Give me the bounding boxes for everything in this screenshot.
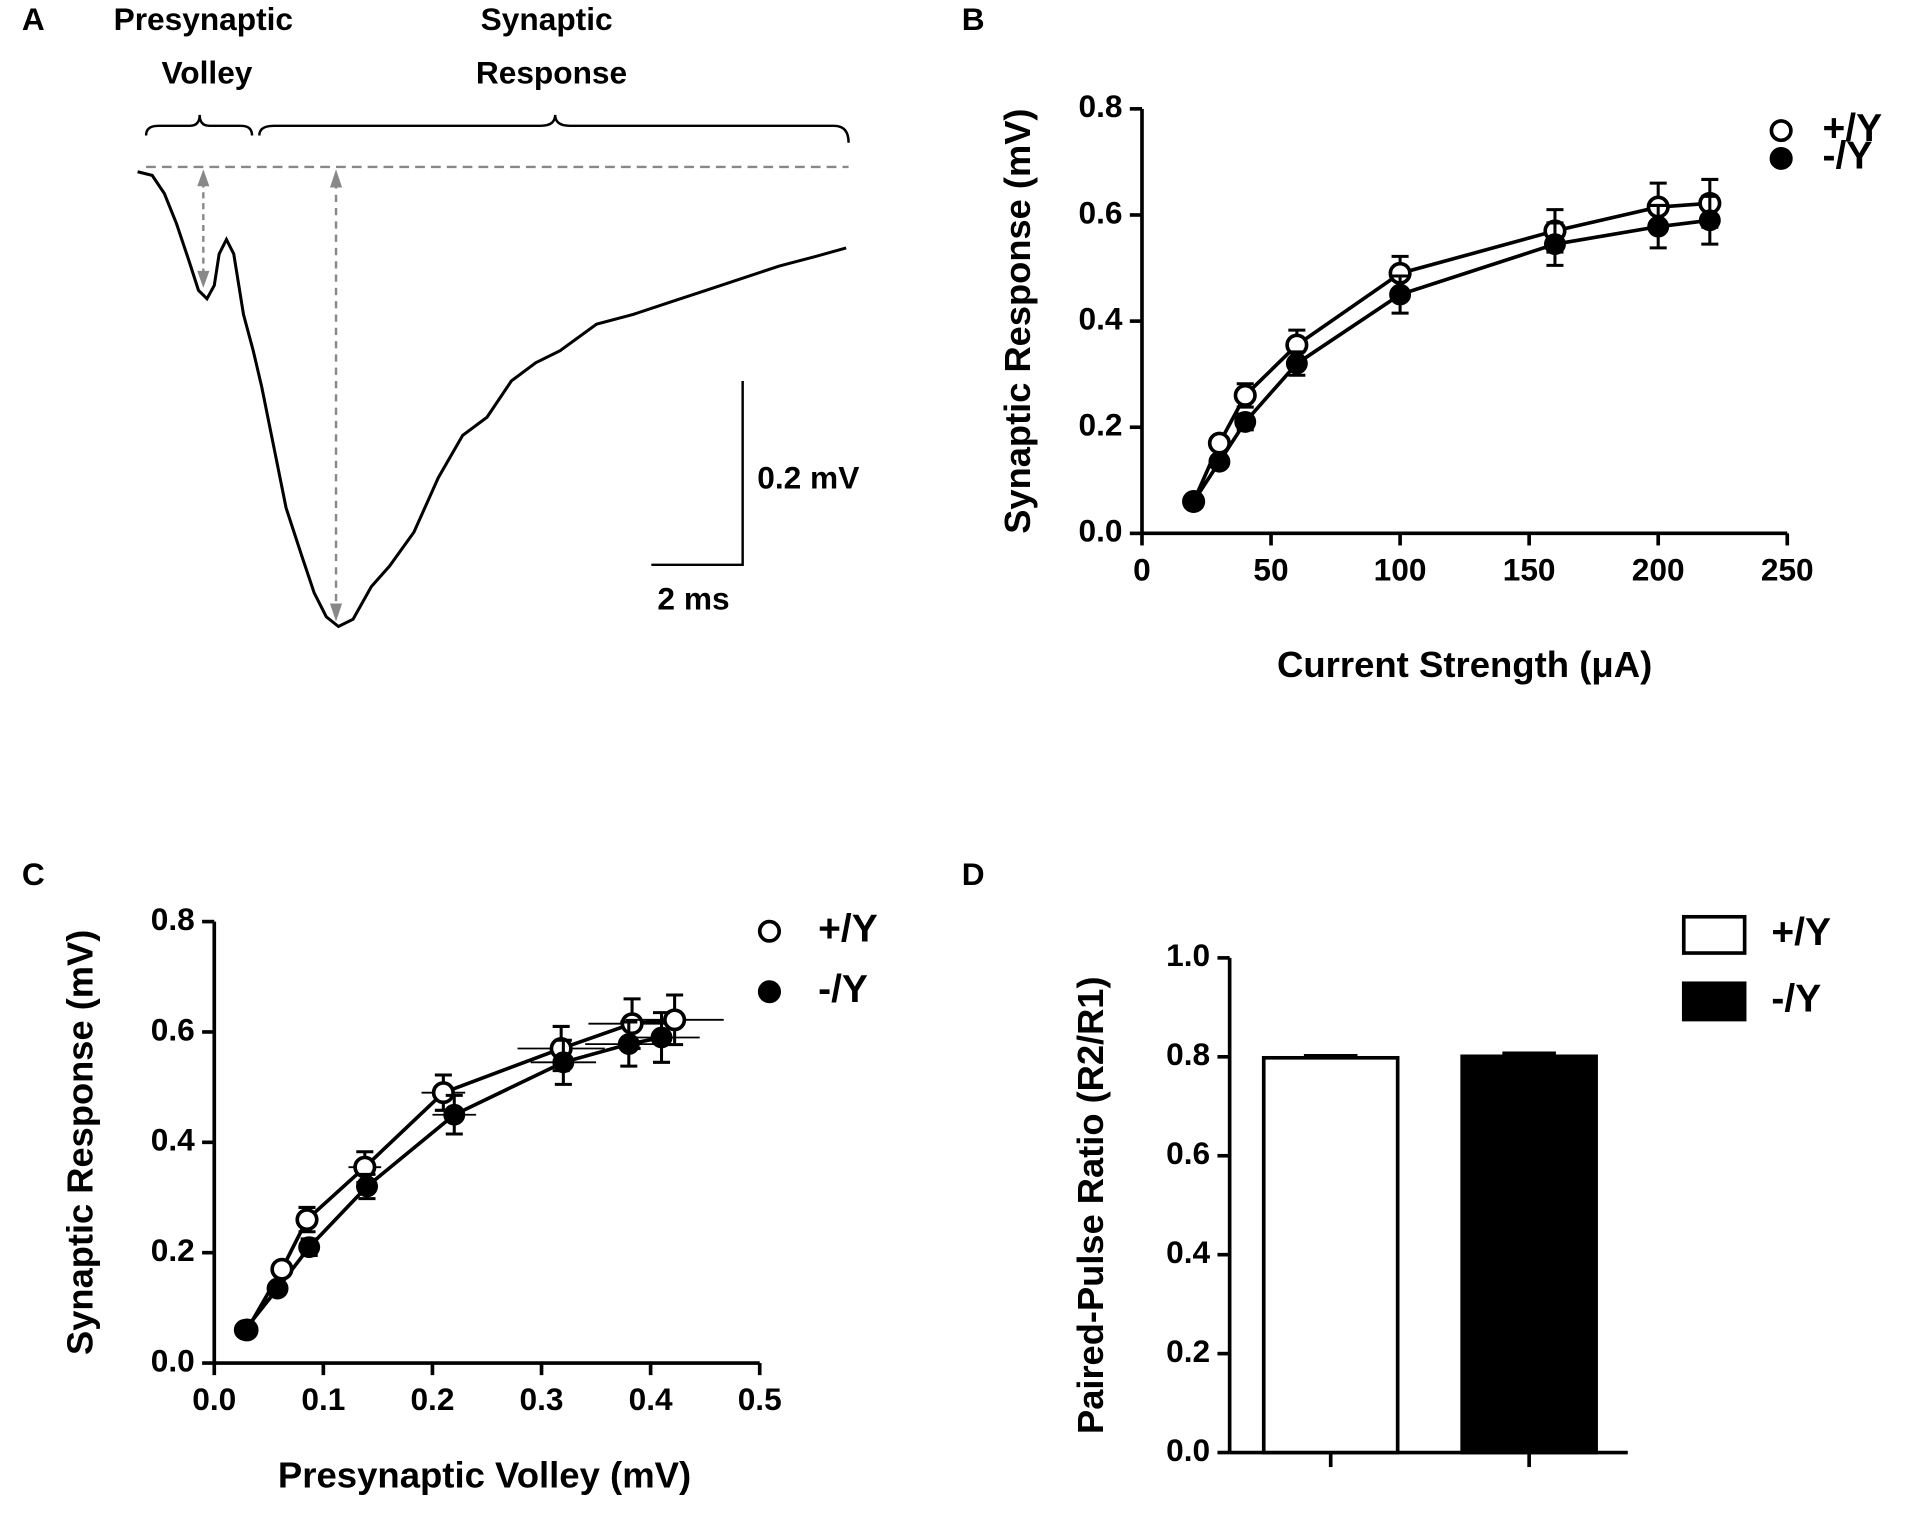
point bbox=[270, 1257, 294, 1281]
legend-marker bbox=[757, 980, 782, 1004]
point bbox=[1647, 215, 1670, 238]
y-axis-label: Paired-Pulse Ratio (R2/R1) bbox=[1070, 976, 1111, 1434]
y-tick-label: 0.4 bbox=[151, 1122, 195, 1158]
x-tick-label: 0.2 bbox=[410, 1381, 454, 1417]
panel-a: A Presynaptic Volley Synaptic Response 0… bbox=[22, 1, 859, 629]
brace bbox=[258, 114, 850, 143]
legend-label: +/Y bbox=[1823, 107, 1883, 150]
point bbox=[431, 1081, 455, 1105]
scale-bar bbox=[651, 380, 744, 567]
legend-marker bbox=[1769, 119, 1793, 143]
y-tick-label: 0.6 bbox=[151, 1011, 195, 1047]
y-tick-label: 0.0 bbox=[151, 1342, 195, 1378]
y-tick-label: 0.6 bbox=[1079, 194, 1123, 230]
legend-label: -/Y bbox=[1823, 135, 1873, 178]
trace bbox=[137, 170, 847, 629]
volley-label: Volley bbox=[162, 54, 253, 90]
point bbox=[1698, 209, 1721, 232]
point bbox=[443, 1103, 466, 1126]
y-tick-label: 0.2 bbox=[1166, 1333, 1210, 1369]
x-tick-label: 0.4 bbox=[629, 1381, 673, 1417]
point bbox=[1208, 450, 1231, 473]
x-axis-label: Current Strength (μA) bbox=[1277, 644, 1652, 685]
y-tick-label: 0.8 bbox=[1079, 88, 1123, 124]
point bbox=[356, 1175, 378, 1198]
y-tick-label: 0.4 bbox=[1079, 301, 1123, 337]
panel-label: A bbox=[22, 1, 45, 37]
arrows bbox=[197, 169, 343, 622]
legend-swatch bbox=[1681, 981, 1747, 1022]
brace bbox=[144, 114, 254, 136]
point bbox=[1207, 431, 1231, 455]
legend-label: -/Y bbox=[818, 968, 868, 1011]
volley-label: Presynaptic bbox=[114, 1, 293, 37]
y-tick-label: 0.0 bbox=[1166, 1432, 1210, 1468]
x-tick-label: 50 bbox=[1253, 551, 1288, 587]
point bbox=[620, 1012, 644, 1036]
x-tick-label: 0.5 bbox=[738, 1381, 782, 1417]
legend-marker bbox=[757, 919, 782, 943]
y-axis-label: Synaptic Response (mV) bbox=[997, 108, 1038, 533]
x-tick-label: 150 bbox=[1503, 551, 1556, 587]
series-line bbox=[243, 1035, 662, 1332]
y-axis-label: Synaptic Response (mV) bbox=[59, 930, 100, 1355]
point bbox=[1234, 411, 1257, 433]
bar bbox=[1460, 1054, 1598, 1455]
x-tick-label: 0.0 bbox=[192, 1381, 236, 1417]
point bbox=[650, 1026, 673, 1049]
point bbox=[1285, 352, 1308, 375]
x-tick-label: 250 bbox=[1761, 551, 1814, 587]
point bbox=[298, 1236, 321, 1259]
scale-label: 2 ms bbox=[657, 580, 729, 616]
y-tick-label: 0.8 bbox=[1166, 1036, 1210, 1072]
response-label: Response bbox=[476, 54, 627, 90]
y-tick-label: 0.0 bbox=[1079, 513, 1123, 549]
y-tick-label: 1.0 bbox=[1166, 937, 1210, 973]
x-tick-label: 0 bbox=[1133, 551, 1151, 587]
point bbox=[295, 1208, 319, 1232]
point bbox=[617, 1033, 640, 1055]
series-line bbox=[1192, 218, 1711, 503]
x-tick-label: 100 bbox=[1374, 551, 1427, 587]
x-tick-label: 0.3 bbox=[520, 1381, 564, 1417]
series-line bbox=[1191, 201, 1710, 503]
point bbox=[1233, 383, 1257, 407]
legend-swatch bbox=[1681, 914, 1747, 955]
y-tick-label: 0.2 bbox=[151, 1232, 195, 1268]
panel-label: D bbox=[962, 856, 985, 892]
point bbox=[233, 1319, 256, 1341]
response-label: Synaptic bbox=[481, 1, 613, 37]
scale-label: 0.2 mV bbox=[757, 460, 859, 496]
bar bbox=[1261, 1055, 1400, 1455]
point bbox=[1544, 233, 1566, 256]
legend-marker bbox=[1769, 146, 1793, 170]
series-line bbox=[245, 1018, 675, 1331]
x-tick-label: 0.1 bbox=[301, 1381, 345, 1417]
point bbox=[1182, 490, 1205, 513]
panel-label: C bbox=[22, 856, 45, 892]
y-tick-label: 0.8 bbox=[151, 901, 195, 937]
y-tick-label: 0.2 bbox=[1079, 407, 1123, 443]
x-axis-label: Presynaptic Volley (mV) bbox=[278, 1455, 691, 1496]
point bbox=[663, 1008, 687, 1032]
point bbox=[1389, 283, 1412, 306]
panel-label: B bbox=[962, 1, 985, 37]
y-tick-label: 0.4 bbox=[1166, 1234, 1210, 1270]
legend-label: -/Y bbox=[1771, 978, 1821, 1021]
point bbox=[266, 1277, 289, 1300]
legend-label: +/Y bbox=[818, 908, 878, 951]
legend-label: +/Y bbox=[1771, 911, 1831, 954]
x-tick-label: 200 bbox=[1632, 551, 1685, 587]
y-tick-label: 0.6 bbox=[1166, 1135, 1210, 1171]
point bbox=[552, 1051, 575, 1074]
